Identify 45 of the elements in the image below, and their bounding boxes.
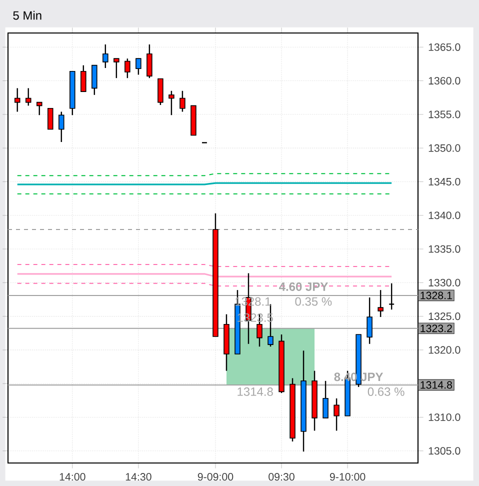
candlestick xyxy=(322,380,328,419)
candlestick xyxy=(114,58,120,79)
annotation: 0.35 % xyxy=(295,297,332,306)
y-tick-label: 1350.0 xyxy=(428,144,460,152)
y-tick-label: 1335.0 xyxy=(428,245,460,253)
candlestick xyxy=(124,58,130,79)
annotation: 1314.8 xyxy=(238,387,273,396)
candlestick xyxy=(80,64,86,92)
chart-title: 5 Min xyxy=(13,10,42,20)
y-tick-label: 1305.0 xyxy=(428,447,460,455)
candlestick xyxy=(14,88,20,112)
candlestick xyxy=(366,296,372,344)
candlestick xyxy=(180,90,186,112)
candlestick xyxy=(102,44,108,69)
candlestick xyxy=(92,64,98,96)
y-tick-label: 1310.0 xyxy=(428,413,460,422)
y-tick-label: 1345.0 xyxy=(428,178,460,186)
candlestick xyxy=(58,111,64,143)
x-tick-label: 9-10:00 xyxy=(330,473,366,481)
ref-line-label: 1328.1 xyxy=(420,292,452,300)
x-tick-label: 09:30 xyxy=(268,473,294,481)
ref-line-label: 1323.2 xyxy=(420,324,452,332)
y-tick-label: 1320.0 xyxy=(428,346,460,354)
x-tick-label: 14:30 xyxy=(126,473,152,481)
candlestick xyxy=(25,88,32,106)
candlestick xyxy=(146,44,152,79)
candlestick xyxy=(168,90,174,116)
ref-line-label: 1314.8 xyxy=(420,381,452,389)
candlestick xyxy=(136,58,142,76)
annotation: 0.63 % xyxy=(368,387,404,396)
x-tick-label: 14:00 xyxy=(60,473,86,481)
candlestick xyxy=(47,108,54,130)
candlestick xyxy=(334,398,340,432)
x-tick-label: 9-09:00 xyxy=(198,473,234,481)
candlestick xyxy=(378,289,384,318)
candlestick xyxy=(388,282,395,310)
y-tick-label: 1340.0 xyxy=(428,212,460,220)
annotation: 4.60 JPY xyxy=(279,282,328,291)
y-tick-label: 1365.0 xyxy=(428,43,460,51)
y-tick-label: 1355.0 xyxy=(428,110,460,118)
candlestick xyxy=(158,78,164,106)
y-tick-label: 1325.0 xyxy=(428,312,460,320)
y-tick-label: 1360.0 xyxy=(428,77,460,85)
candlestick xyxy=(36,102,42,116)
y-tick-label: 1330.0 xyxy=(428,278,460,286)
